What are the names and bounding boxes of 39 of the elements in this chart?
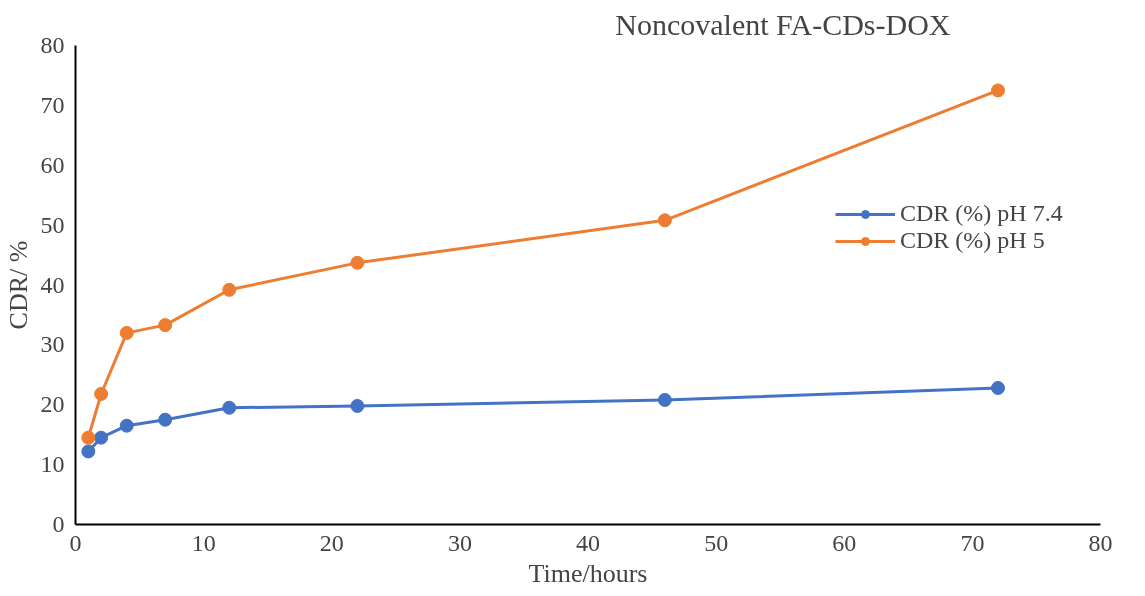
y-tick-label: 20 xyxy=(40,391,65,418)
chart-title: Noncovalent FA-CDs-DOX xyxy=(615,7,951,41)
point xyxy=(158,318,173,333)
point xyxy=(119,418,134,433)
x-tick-label: 30 xyxy=(447,529,472,556)
point xyxy=(350,398,365,413)
x-tick-label: 0 xyxy=(69,529,82,556)
point xyxy=(119,325,134,340)
y-tick-label: 50 xyxy=(40,211,65,238)
y-tick-label: 10 xyxy=(40,451,65,478)
point xyxy=(991,381,1005,395)
point xyxy=(657,392,672,407)
x-tick-label: 60 xyxy=(832,529,857,556)
y-tick-label: 40 xyxy=(40,271,65,298)
y-tick-label: 0 xyxy=(52,511,65,537)
point xyxy=(222,400,237,415)
x-tick-label: 40 xyxy=(576,529,600,556)
point xyxy=(222,282,237,297)
y-tick-label: 30 xyxy=(40,331,65,358)
point xyxy=(81,430,96,445)
x-tick-label: 50 xyxy=(704,529,729,556)
y-tick-label: 70 xyxy=(40,91,65,118)
x-tick-label: 20 xyxy=(319,529,344,556)
legend-label: CDR (%) pH 7.4 xyxy=(900,200,1063,227)
point xyxy=(991,83,1005,98)
x-tick-label: 10 xyxy=(191,529,216,556)
x-tick-label: 80 xyxy=(1088,529,1113,556)
point xyxy=(94,430,109,445)
y-tick-label: 60 xyxy=(40,151,65,178)
point xyxy=(81,444,96,459)
y-axis-title: CDR/ % xyxy=(3,240,33,330)
x-axis-title: Time/hours xyxy=(528,558,648,588)
y-tick-label: 80 xyxy=(40,32,65,58)
point xyxy=(158,412,173,427)
point xyxy=(657,213,672,228)
point xyxy=(94,386,109,401)
point xyxy=(350,255,365,270)
x-tick-label: 70 xyxy=(960,529,985,556)
legend-label: CDR (%) pH 5 xyxy=(900,227,1045,254)
